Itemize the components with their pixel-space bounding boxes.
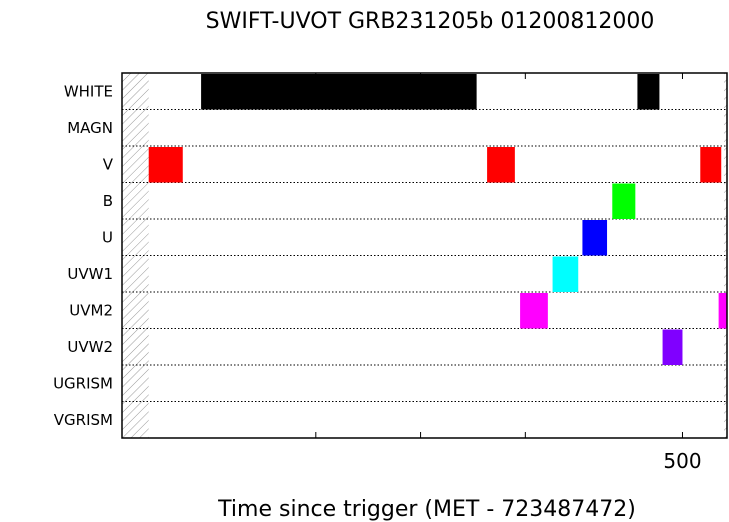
plot-frame [121,72,728,439]
filter-label-v: V [103,155,114,173]
segment-b [612,183,636,219]
segment-v [148,147,183,183]
plot-area: WHITE MAGN V BU UVW1 UVM2 UVW2 UGRISM VGRISM 500 [53,72,728,473]
segment-uvw2 [662,329,683,365]
filter-label-white: WHITE [64,82,113,100]
segment-white [637,74,660,110]
filter-label-uvw1: UVW1 [67,265,113,283]
segment-uvw1 [552,256,579,292]
segment-v [700,147,722,183]
x-tick-label: 500 [663,449,701,473]
filter-label-magn: MAGN [67,119,113,137]
segment-v [487,147,515,183]
x-axis-label: Time since trigger (MET - 723487472) [217,497,636,522]
filter-label-uvw2: UVW2 [67,338,113,356]
chart-title: SWIFT-UVOT GRB231205b 01200812000 [206,9,655,34]
segment-white [201,74,477,110]
filter-label-vgrism: VGRISM [54,411,113,429]
filter-label-uvm2: UVM2 [69,301,113,319]
filter-label-u: U [102,228,113,246]
filter-label-ugrism: UGRISM [53,374,113,392]
filter-label-b: B [103,192,113,210]
segment-u [582,220,608,256]
segment-uvm2 [718,293,727,329]
segment-uvm2 [520,293,548,329]
